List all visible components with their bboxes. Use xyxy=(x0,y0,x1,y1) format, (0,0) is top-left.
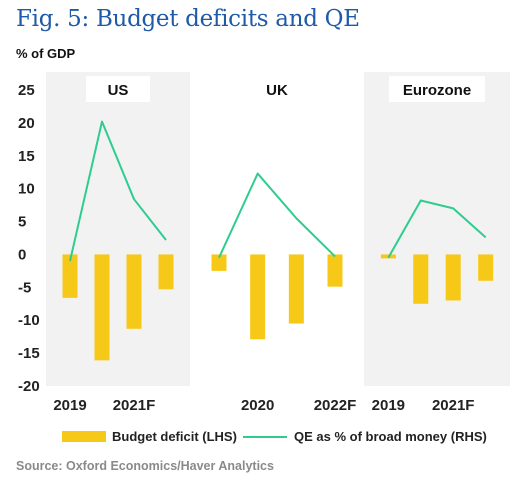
qe-series-line xyxy=(69,120,167,262)
y-tick-label: 0 xyxy=(18,246,26,263)
x-tick-label: 2021F xyxy=(113,397,156,414)
y-tick-label: 5 xyxy=(18,214,26,231)
y-tick-label: -5 xyxy=(18,279,31,296)
budget-deficit-bar xyxy=(413,254,429,304)
x-tick-label: 2021F xyxy=(432,397,475,414)
budget-deficit-bar xyxy=(94,254,110,361)
budget-deficit-bar xyxy=(445,254,461,301)
qe-series-line xyxy=(218,172,336,259)
budget-deficit-bar xyxy=(158,254,174,290)
panel-label-box xyxy=(245,76,309,102)
budget-deficit-bar xyxy=(62,254,78,298)
x-tick-label: 2022F xyxy=(314,397,357,414)
panel-label: US xyxy=(108,82,129,99)
x-tick-label: 2019 xyxy=(53,397,86,414)
panel-label-box xyxy=(389,76,485,102)
x-tick-label: 2020 xyxy=(241,397,274,414)
panel-label: UK xyxy=(266,82,288,99)
budget-deficit-bar xyxy=(250,254,266,340)
budget-deficit-bar xyxy=(478,254,494,281)
qe-series-line xyxy=(387,199,487,259)
panel-background xyxy=(46,72,190,386)
budget-deficit-bar xyxy=(288,254,304,324)
y-tick-label: -20 xyxy=(18,378,40,395)
legend-bar-label: Budget deficit (LHS) xyxy=(112,429,237,444)
y-tick-label: 25 xyxy=(18,82,35,99)
panel-label-box xyxy=(86,76,150,102)
budget-deficit-bar xyxy=(327,254,343,287)
y-tick-label: -10 xyxy=(18,312,40,329)
chart-title: Fig. 5: Budget deficits and QE xyxy=(16,6,360,32)
y-tick-label: 20 xyxy=(18,115,35,132)
y-tick-label: -15 xyxy=(18,345,40,362)
panel-background xyxy=(364,72,510,386)
budget-deficit-bar xyxy=(126,254,142,329)
panel-label: Eurozone xyxy=(403,82,471,99)
y-tick-label: 15 xyxy=(18,148,35,165)
y-tick-label: 10 xyxy=(18,181,35,198)
budget-deficit-bar xyxy=(211,254,227,271)
legend-line-label: QE as % of broad money (RHS) xyxy=(294,429,487,444)
y-axis-unit-label: % of GDP xyxy=(16,46,76,61)
x-tick-label: 2019 xyxy=(372,397,405,414)
legend-bar-swatch xyxy=(62,431,106,442)
source-note: Source: Oxford Economics/Haver Analytics xyxy=(16,459,274,473)
